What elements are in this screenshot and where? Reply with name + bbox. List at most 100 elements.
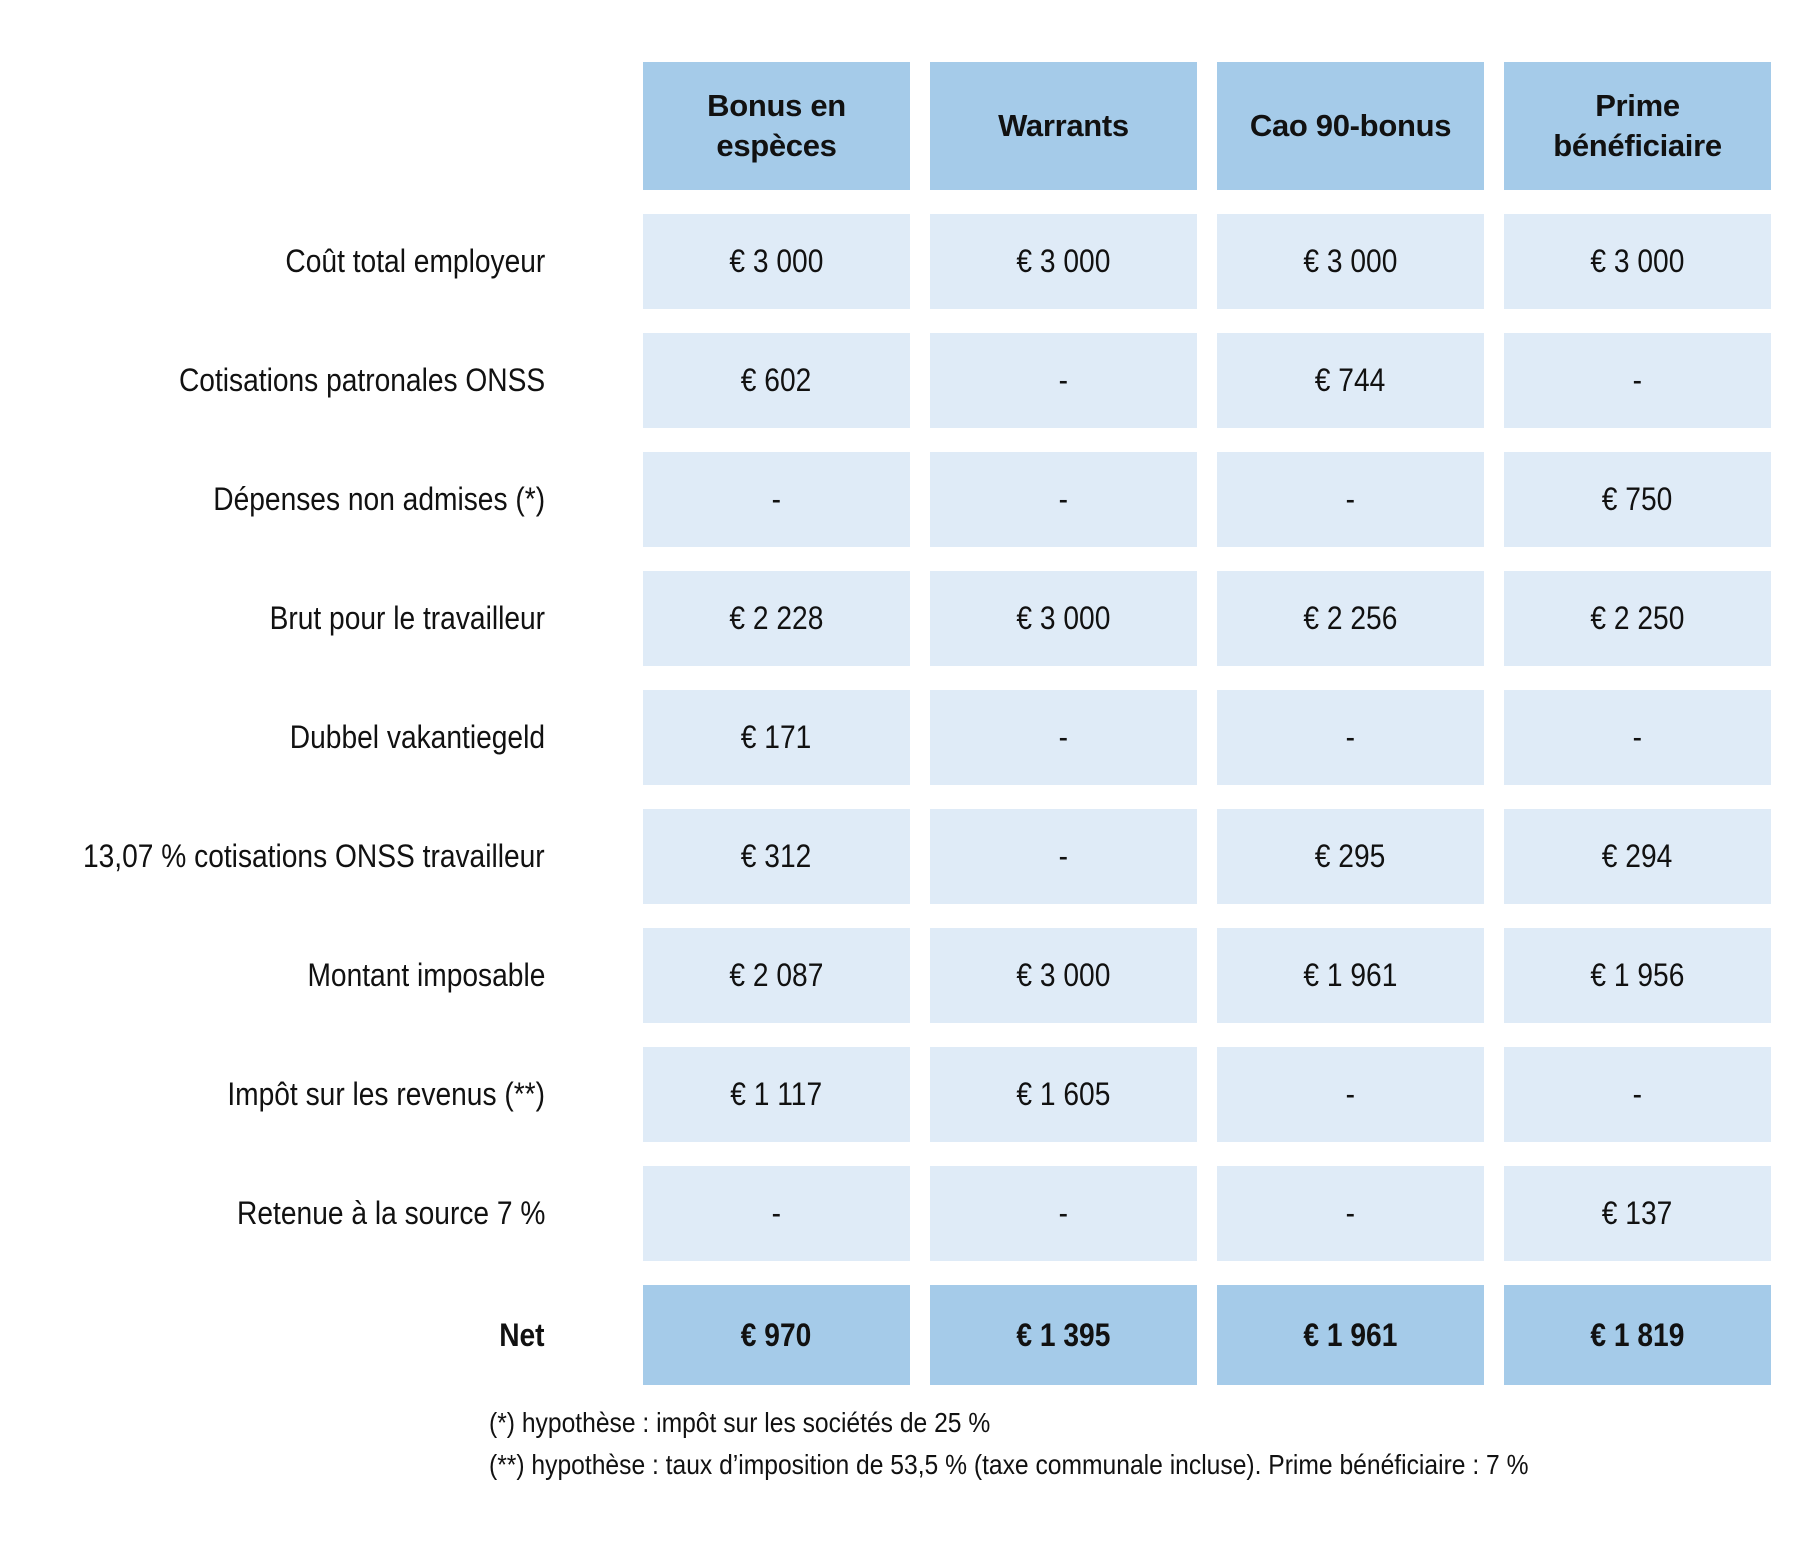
cell-value: - (1632, 719, 1643, 755)
table-cell: - (1217, 452, 1484, 547)
row-label-text: Net (499, 1316, 545, 1353)
cell-value: € 1 395 (1016, 1316, 1111, 1353)
cell-value: - (771, 1195, 782, 1231)
cell-value: - (1345, 481, 1356, 517)
table-cell: € 2 087 (643, 928, 910, 1023)
row-label-text: Brut pour le travailleur (269, 600, 545, 636)
net-total-cell: € 1 395 (930, 1285, 1197, 1385)
cell-value: € 2 250 (1590, 600, 1685, 636)
column-header-label: Prime bénéficiaire (1553, 88, 1722, 163)
table-cell: - (1504, 333, 1771, 428)
column-header-label: Bonus en espèces (707, 88, 846, 163)
table-cell: € 602 (643, 333, 910, 428)
row-label-text: Dubbel vakantiegeld (289, 719, 545, 755)
cell-value: € 1 961 (1303, 957, 1398, 993)
table-cell: € 2 250 (1504, 571, 1771, 666)
net-total-cell: € 1 819 (1504, 1285, 1771, 1385)
cell-value: € 295 (1315, 838, 1386, 874)
cell-value: € 2 087 (729, 957, 824, 993)
cell-value: € 3 000 (1303, 243, 1398, 279)
cell-value: - (1058, 1195, 1069, 1231)
table-cell: - (930, 452, 1197, 547)
row-label-montant-imposable: Montant imposable (0, 928, 623, 1023)
table-cell: - (1217, 690, 1484, 785)
table-cell: € 750 (1504, 452, 1771, 547)
row-label-text: Cotisations patronales ONSS (178, 362, 545, 398)
table-cell: € 3 000 (643, 214, 910, 309)
cell-value: - (1058, 719, 1069, 755)
cell-value: € 1 117 (730, 1076, 823, 1112)
row-label-cotisations-onss-travailleur: 13,07 % cotisations ONSS travailleur (0, 809, 623, 904)
cell-value: € 602 (741, 362, 812, 398)
table-cell: € 3 000 (1217, 214, 1484, 309)
table-cell: - (643, 1166, 910, 1261)
row-label-net: Net (0, 1285, 623, 1385)
table-cell: € 137 (1504, 1166, 1771, 1261)
comparison-table: Bonus en espèces Warrants Cao 90-bonus P… (0, 62, 1771, 1385)
cell-value: € 3 000 (1016, 957, 1111, 993)
table-cell: - (930, 333, 1197, 428)
cell-value: - (771, 481, 782, 517)
cell-value: € 2 228 (729, 600, 824, 636)
table-corner-spacer (0, 62, 623, 190)
cell-value: - (1345, 1195, 1356, 1231)
table-cell: - (1217, 1166, 1484, 1261)
column-header-label: Cao 90-bonus (1249, 108, 1452, 144)
table-cell: € 1 117 (643, 1047, 910, 1142)
cell-value: - (1058, 481, 1069, 517)
cell-value: € 3 000 (1590, 243, 1685, 279)
cell-value: - (1345, 1076, 1356, 1112)
table-cell: € 2 228 (643, 571, 910, 666)
cell-value: € 1 956 (1590, 957, 1685, 993)
footnote-double-asterisk: (**) hypothèse : taux d’imposition de 53… (489, 1444, 1670, 1486)
footnote-text: (*) hypothèse : impôt sur les sociétés d… (489, 1407, 991, 1438)
footnote-text: (**) hypothèse : taux d’imposition de 53… (489, 1449, 1529, 1480)
cell-value: € 2 256 (1303, 600, 1398, 636)
cell-value: € 744 (1315, 362, 1386, 398)
cell-value: € 1 961 (1303, 1316, 1398, 1353)
cell-value: € 137 (1602, 1195, 1673, 1231)
table-cell: € 294 (1504, 809, 1771, 904)
row-label-cotisations-patronales-onss: Cotisations patronales ONSS (0, 333, 623, 428)
cell-value: - (1632, 1076, 1643, 1112)
table-cell: - (1217, 1047, 1484, 1142)
table-cell: € 312 (643, 809, 910, 904)
row-label-text: 13,07 % cotisations ONSS travailleur (83, 838, 545, 874)
table-cell: - (930, 690, 1197, 785)
row-label-text: Montant imposable (307, 957, 545, 993)
column-header-bonus-en-especes: Bonus en espèces (643, 62, 910, 190)
row-label-cout-total-employeur: Coût total employeur (0, 214, 623, 309)
table-cell: € 295 (1217, 809, 1484, 904)
footnote-asterisk: (*) hypothèse : impôt sur les sociétés d… (489, 1402, 1670, 1444)
row-label-text: Retenue à la source 7 % (236, 1195, 545, 1231)
column-header-cao-90-bonus: Cao 90-bonus (1217, 62, 1484, 190)
table-cell: - (1504, 690, 1771, 785)
cell-value: - (1058, 362, 1069, 398)
cell-value: € 294 (1602, 838, 1673, 874)
table-cell: - (930, 1166, 1197, 1261)
cell-value: € 312 (741, 838, 812, 874)
table-cell: € 3 000 (930, 571, 1197, 666)
table-cell: € 744 (1217, 333, 1484, 428)
row-label-text: Dépenses non admises (*) (213, 481, 545, 517)
row-label-text: Impôt sur les revenus (**) (227, 1076, 545, 1112)
table-cell: € 171 (643, 690, 910, 785)
table-cell: - (930, 809, 1197, 904)
net-total-cell: € 970 (643, 1285, 910, 1385)
cell-value: € 750 (1602, 481, 1673, 517)
cell-value: € 3 000 (1016, 600, 1111, 636)
cell-value: € 3 000 (1016, 243, 1111, 279)
table-cell: € 1 956 (1504, 928, 1771, 1023)
column-header-warrants: Warrants (930, 62, 1197, 190)
table-cell: € 1 961 (1217, 928, 1484, 1023)
cell-value: € 3 000 (729, 243, 824, 279)
row-label-depenses-non-admises: Dépenses non admises (*) (0, 452, 623, 547)
cell-value: € 970 (741, 1316, 812, 1353)
row-label-dubbel-vakantiegeld: Dubbel vakantiegeld (0, 690, 623, 785)
table-cell: € 2 256 (1217, 571, 1484, 666)
row-label-retenue-a-la-source: Retenue à la source 7 % (0, 1166, 623, 1261)
cell-value: - (1058, 838, 1069, 874)
row-label-text: Coût total employeur (285, 243, 545, 279)
column-header-prime-beneficiaire: Prime bénéficiaire (1504, 62, 1771, 190)
cell-value: € 171 (741, 719, 812, 755)
